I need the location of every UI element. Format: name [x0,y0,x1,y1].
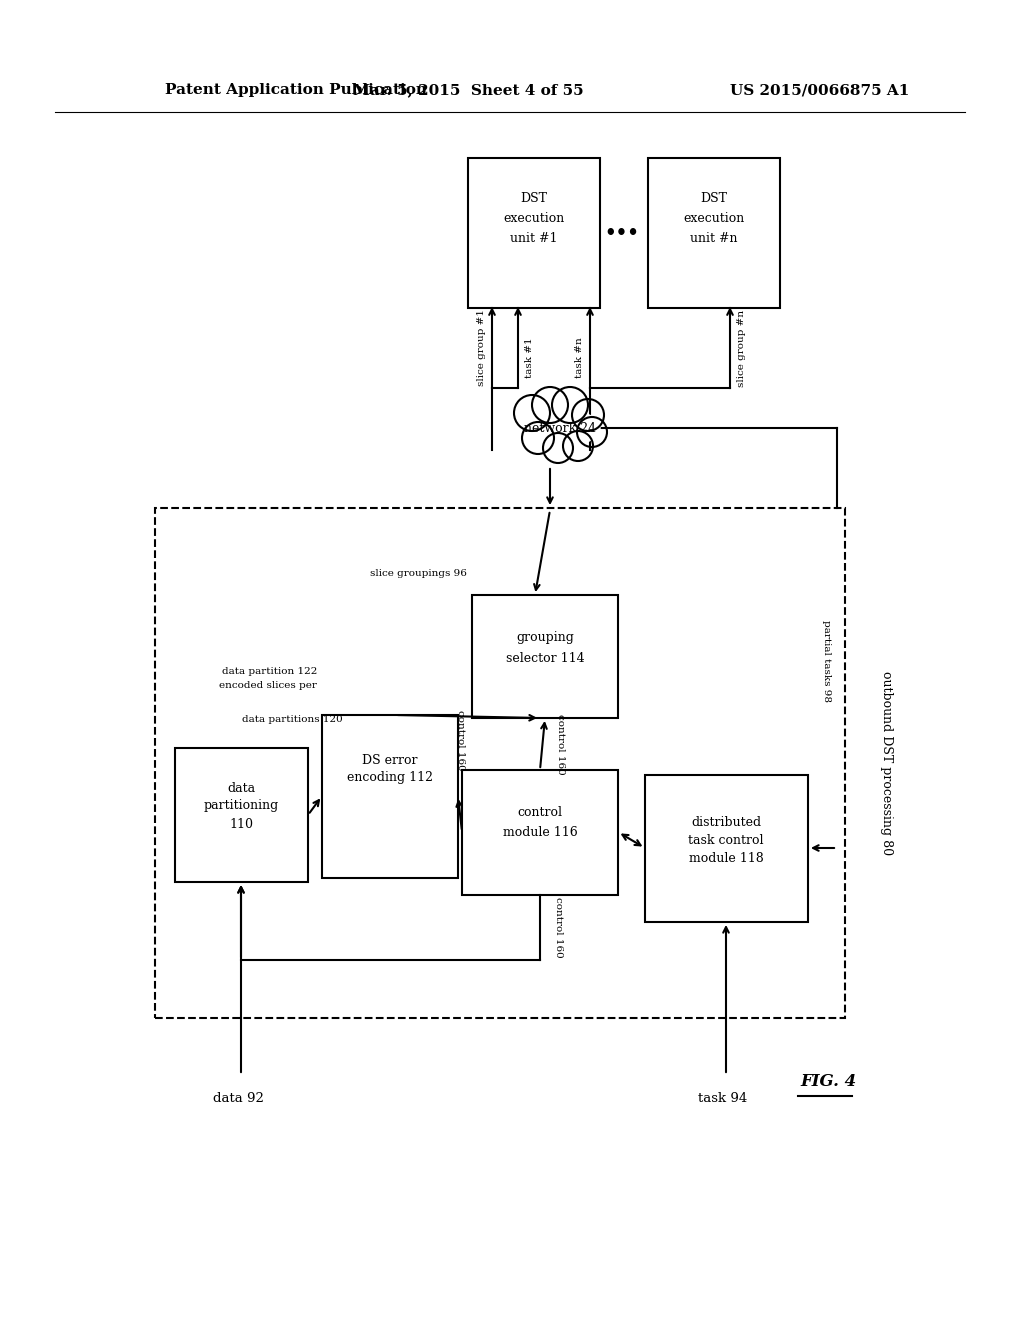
Circle shape [532,387,568,422]
Bar [645,775,808,921]
Text: encoding 112: encoding 112 [347,771,433,784]
Text: execution: execution [504,211,564,224]
Text: DST: DST [700,191,727,205]
Circle shape [563,432,593,461]
Text: partial tasks 98: partial tasks 98 [821,620,830,702]
Text: data 92: data 92 [213,1092,263,1105]
Text: task 94: task 94 [698,1092,748,1105]
Text: Mar. 5, 2015  Sheet 4 of 55: Mar. 5, 2015 Sheet 4 of 55 [352,83,584,96]
Text: data: data [227,781,255,795]
Text: distributed: distributed [691,816,761,829]
Text: data partition 122: data partition 122 [221,668,317,676]
Text: module 116: module 116 [503,825,578,838]
Bar [322,715,458,878]
Text: DS error: DS error [362,754,418,767]
Text: outbound DST processing 80: outbound DST processing 80 [881,671,894,855]
Text: FIG. 4: FIG. 4 [800,1073,856,1090]
Bar [175,748,308,882]
Text: control 160: control 160 [554,896,562,957]
Text: DST: DST [520,191,548,205]
Text: task #n: task #n [575,338,585,379]
Text: task control: task control [688,833,764,846]
Circle shape [543,433,573,463]
Bar [155,508,845,1018]
Text: module 118: module 118 [688,851,763,865]
Text: control: control [517,805,562,818]
Bar [648,158,780,308]
Text: control 160: control 160 [555,714,564,775]
Circle shape [572,399,604,432]
Text: task #1: task #1 [525,338,535,379]
Text: grouping: grouping [516,631,573,644]
Text: slice group #n: slice group #n [737,309,746,387]
Text: selector 114: selector 114 [506,652,585,664]
Circle shape [552,387,588,422]
Text: US 2015/0066875 A1: US 2015/0066875 A1 [730,83,909,96]
Text: execution: execution [683,211,744,224]
Text: partitioning: partitioning [204,800,279,813]
Ellipse shape [520,409,600,447]
Text: •••: ••• [604,224,639,242]
Circle shape [522,422,554,454]
Bar [462,770,618,895]
Text: Patent Application Publication: Patent Application Publication [165,83,427,96]
Circle shape [514,395,550,432]
Text: 110: 110 [229,817,253,830]
Text: network 24: network 24 [524,421,596,434]
Text: slice group #1: slice group #1 [477,309,486,387]
Text: data partitions 120: data partitions 120 [242,715,343,725]
Text: unit #n: unit #n [690,231,737,244]
Bar [468,158,600,308]
Text: unit #1: unit #1 [510,231,558,244]
Text: control 160: control 160 [456,710,465,771]
Circle shape [577,417,607,447]
Text: slice groupings 96: slice groupings 96 [370,569,467,578]
Bar [472,595,618,718]
Text: encoded slices per: encoded slices per [219,681,317,690]
